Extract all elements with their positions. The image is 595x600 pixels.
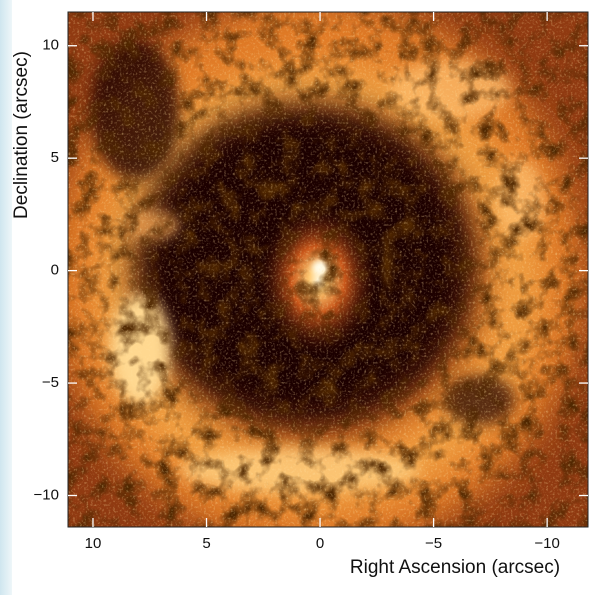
y-tick-label: 0: [51, 262, 59, 279]
y-tick-label: −5: [42, 374, 59, 391]
x-tick-label: −10: [534, 535, 559, 552]
x-tick-label: 0: [316, 535, 324, 552]
x-tick-label: −5: [425, 535, 442, 552]
x-tick-label: 5: [202, 535, 210, 552]
chart: Right Ascension (arcsec) Declination (ar…: [0, 0, 595, 595]
y-tick-label: 5: [51, 149, 59, 166]
galaxy-image: [68, 12, 588, 527]
y-axis-label: Declination (arcsec): [11, 51, 32, 219]
x-axis-label: Right Ascension (arcsec): [350, 557, 560, 578]
y-tick-label: 10: [42, 37, 59, 54]
x-tick-label: 10: [85, 535, 102, 552]
y-tick-label: −10: [34, 486, 59, 503]
